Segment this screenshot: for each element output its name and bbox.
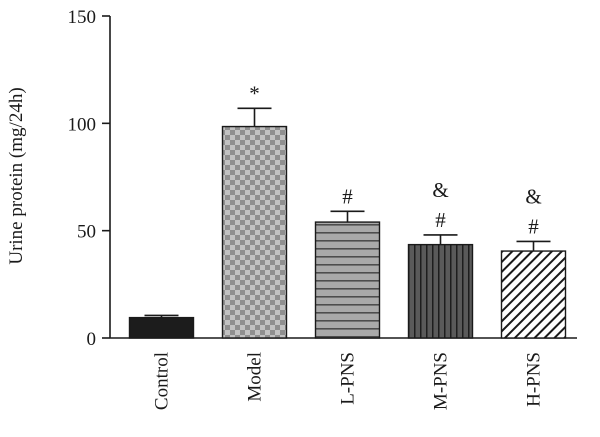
category-label: H-PNS [524, 352, 545, 407]
error-bar [237, 107, 272, 127]
category-label: L-PNS [338, 352, 359, 405]
category-label: Model [245, 352, 266, 402]
bar-h-pns [500, 250, 567, 339]
significance-marker: # [435, 208, 446, 232]
error-bar [144, 314, 179, 318]
error-bar [423, 234, 458, 245]
significance-marker: & [525, 184, 541, 208]
bars: * # # & # & [128, 81, 567, 339]
category-label: Control [152, 352, 173, 410]
y-tick-label: 50 [77, 222, 96, 243]
bar-m-pns [407, 243, 474, 339]
y-axis-ticks: 0 50 100 150 [68, 7, 110, 350]
category-labels: Control Model L-PNS M-PNS H-PNS [152, 352, 545, 410]
significance-marker: # [342, 184, 353, 208]
error-bar [330, 210, 365, 223]
y-tick-label: 100 [68, 114, 97, 135]
y-tick-label: 0 [87, 329, 97, 350]
bar-l-pns [314, 221, 381, 339]
y-axis-label: Urine protein (mg/24h) [6, 87, 27, 264]
significance-marker: & [432, 178, 448, 202]
significance-marker: # [528, 214, 539, 238]
category-label: M-PNS [431, 352, 452, 410]
bar-model [221, 125, 288, 339]
y-tick-label: 150 [68, 7, 97, 28]
bar-control [128, 316, 195, 339]
significance-marker: * [249, 81, 260, 105]
error-bar [516, 240, 551, 252]
